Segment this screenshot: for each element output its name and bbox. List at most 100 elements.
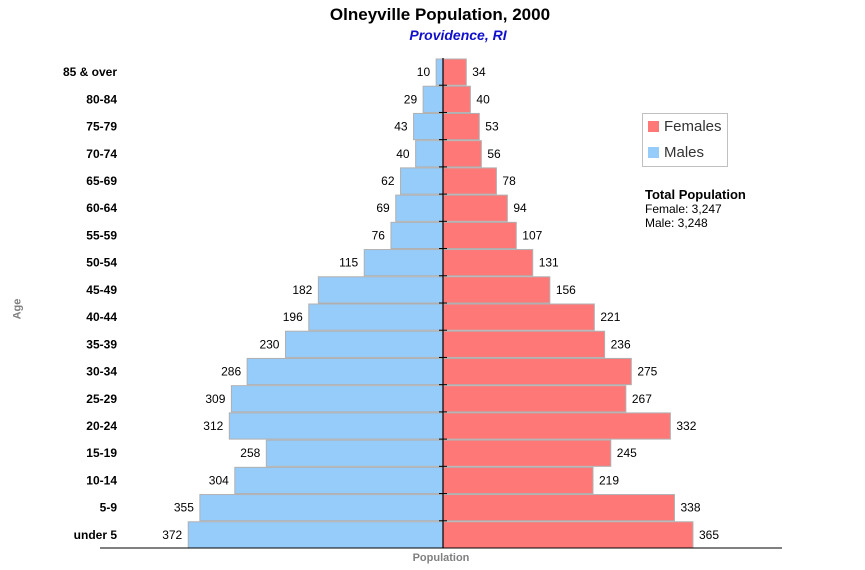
value-label-male-65-69: 62 [381, 174, 395, 188]
total-population-box: Total Population Female: 3,247 Male: 3,2… [645, 187, 746, 230]
bar-female-80-84 [443, 86, 470, 112]
value-label-female-35-39: 236 [611, 337, 631, 351]
value-label-female-10-14: 219 [599, 473, 619, 487]
value-label-male-35-39: 230 [259, 337, 279, 351]
bar-male-30-34 [247, 358, 443, 384]
legend-item-males: Males [648, 144, 704, 164]
value-label-female-20-24: 332 [676, 419, 696, 433]
bar-female-35-39 [443, 331, 605, 357]
chart-subtitle: Providence, RI [0, 27, 865, 43]
total-population-heading: Total Population [645, 187, 746, 202]
bar-female-15-19 [443, 440, 611, 466]
chart-title: Olneyville Population, 2000 [0, 5, 865, 25]
x-axis-label: Population [400, 552, 482, 564]
value-label-male-80-84: 29 [404, 92, 418, 106]
bar-female-5-9 [443, 495, 674, 521]
value-label-male-20-24: 312 [203, 419, 223, 433]
value-label-male-60-64: 69 [376, 201, 390, 215]
value-label-male-15-19: 258 [240, 446, 260, 460]
bar-male-10-14 [235, 467, 443, 493]
value-label-male-10-14: 304 [209, 473, 229, 487]
bar-male-80-84 [423, 86, 443, 112]
bar-female-75-79 [443, 113, 479, 139]
value-label-female-15-19: 245 [617, 446, 637, 460]
value-label-male-55-59: 76 [372, 228, 386, 242]
category-label-35-39: 35-39 [86, 337, 117, 351]
category-label-80-84: 80-84 [86, 92, 117, 106]
bar-female-25-29 [443, 386, 626, 412]
category-label-5-9: 5-9 [100, 501, 118, 515]
category-label-50-54: 50-54 [86, 256, 117, 270]
value-label-female-60-64: 94 [513, 201, 527, 215]
category-label-70-74: 70-74 [86, 147, 117, 161]
bar-male-35-39 [285, 331, 443, 357]
value-label-female-50-54: 131 [539, 256, 559, 270]
total-female: Female: 3,247 [645, 202, 746, 216]
category-label-20-24: 20-24 [86, 419, 117, 433]
value-label-female-5-9: 338 [680, 501, 700, 515]
legend-item-females: Females [648, 118, 722, 138]
bar-female-45-49 [443, 277, 550, 303]
bar-male-65-69 [401, 168, 443, 194]
y-axis-label: Age [11, 299, 23, 320]
value-label-male-5-9: 355 [174, 501, 194, 515]
bar-male-50-54 [364, 250, 443, 276]
bar-male-15-19 [266, 440, 443, 466]
value-label-female-65-69: 78 [502, 174, 516, 188]
bar-female-65-69 [443, 168, 496, 194]
bar-male-40-44 [309, 304, 443, 330]
bar-male-75-79 [414, 113, 443, 139]
population-pyramid-chart: 85 & over 10 3480-84 29 4075-79 43 5370-74 40 56… [0, 0, 865, 570]
category-label-65-69: 65-69 [86, 174, 117, 188]
bar-male-85-over [436, 59, 443, 85]
value-label-male-45-49: 182 [292, 283, 312, 297]
bar-female-20-24 [443, 413, 670, 439]
bar-male-5-9 [200, 495, 443, 521]
category-label-30-34: 30-34 [86, 365, 117, 379]
value-label-female-55-59: 107 [522, 228, 542, 242]
category-label-under-5: under 5 [74, 528, 118, 542]
bar-female-30-34 [443, 358, 631, 384]
value-label-male-40-44: 196 [283, 310, 303, 324]
value-label-male-70-74: 40 [396, 147, 410, 161]
value-label-female-30-34: 275 [637, 365, 657, 379]
value-label-male-75-79: 43 [394, 120, 408, 134]
category-label-45-49: 45-49 [86, 283, 117, 297]
bar-female-55-59 [443, 222, 516, 248]
value-label-male-30-34: 286 [221, 365, 241, 379]
value-label-female-under-5: 365 [699, 528, 719, 542]
bar-male-45-49 [318, 277, 443, 303]
bar-male-25-29 [231, 386, 443, 412]
bar-female-70-74 [443, 141, 481, 167]
bar-female-40-44 [443, 304, 594, 330]
value-label-female-70-74: 56 [487, 147, 501, 161]
legend: Females Males [642, 113, 728, 167]
bar-female-10-14 [443, 467, 593, 493]
value-label-female-85-over: 34 [472, 65, 486, 79]
bar-male-70-74 [416, 141, 443, 167]
category-label-85-over: 85 & over [63, 65, 117, 79]
legend-males-label: Males [664, 144, 704, 161]
value-label-male-25-29: 309 [205, 392, 225, 406]
category-label-10-14: 10-14 [86, 473, 117, 487]
legend-females-label: Females [664, 118, 722, 135]
category-label-25-29: 25-29 [86, 392, 117, 406]
bar-female-60-64 [443, 195, 507, 221]
category-label-55-59: 55-59 [86, 228, 117, 242]
value-label-female-45-49: 156 [556, 283, 576, 297]
category-label-75-79: 75-79 [86, 120, 117, 134]
value-label-female-25-29: 267 [632, 392, 652, 406]
bar-male-20-24 [229, 413, 443, 439]
males-swatch [648, 147, 659, 158]
value-label-female-75-79: 53 [485, 120, 499, 134]
bar-female-under-5 [443, 522, 693, 548]
value-label-male-85-over: 10 [417, 65, 431, 79]
total-male: Male: 3,248 [645, 216, 746, 230]
bar-female-50-54 [443, 250, 533, 276]
value-label-male-50-54: 115 [339, 256, 358, 270]
value-label-male-under-5: 372 [162, 528, 182, 542]
females-swatch [648, 121, 659, 132]
category-label-40-44: 40-44 [86, 310, 117, 324]
category-label-15-19: 15-19 [86, 446, 117, 460]
bar-male-60-64 [396, 195, 443, 221]
